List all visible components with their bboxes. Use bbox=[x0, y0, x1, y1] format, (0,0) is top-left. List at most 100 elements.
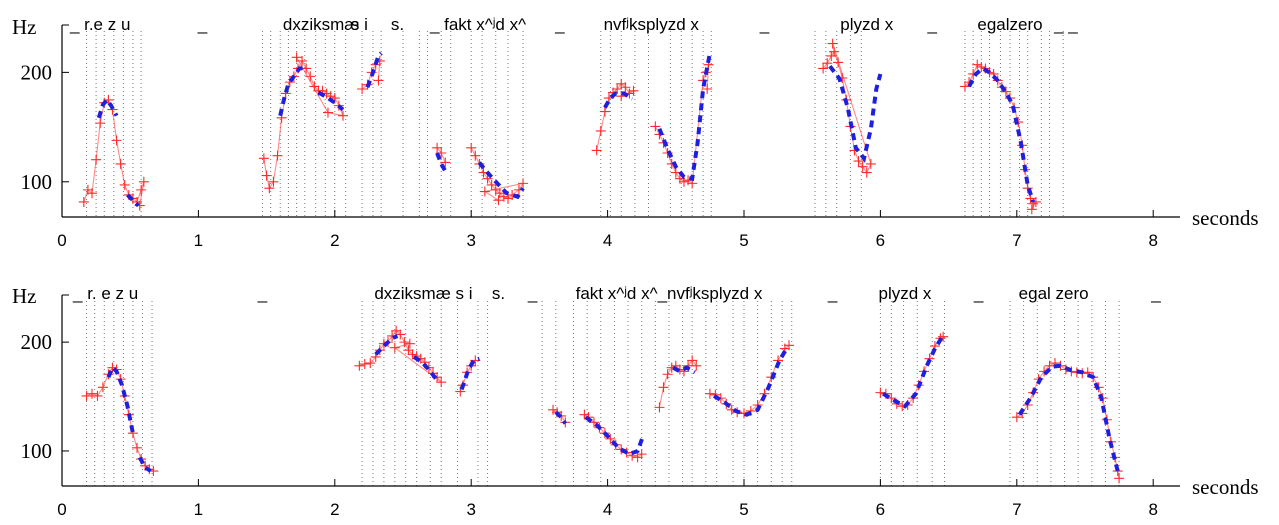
bottom-pitch-panel: Hz seconds 0 1 2 3 4 5 6 7 8 100 200 _ r. e z u _ dxz… bbox=[12, 284, 1259, 519]
observed-point-plus bbox=[938, 331, 949, 342]
observed-point-plus bbox=[436, 377, 447, 388]
model-curve-segment bbox=[828, 64, 883, 163]
observed-point-plus bbox=[605, 433, 616, 444]
observed-point-plus bbox=[829, 46, 840, 57]
phone-label: nvfʲksplyzd x bbox=[604, 15, 700, 34]
observed-point-plus bbox=[132, 442, 143, 453]
observed-point-plus bbox=[959, 81, 970, 92]
observed-point-plus bbox=[365, 358, 376, 369]
observed-point-plus bbox=[107, 362, 118, 373]
model-curve-segment bbox=[278, 65, 307, 117]
x-unit-label: seconds bbox=[1192, 475, 1259, 499]
observed-point-plus bbox=[861, 167, 872, 178]
phone-label: _ r. e z u bbox=[72, 284, 138, 303]
observed-point-plus bbox=[92, 390, 103, 401]
observed-point-plus bbox=[87, 388, 98, 399]
observed-point-plus bbox=[301, 63, 312, 74]
observed-point-plus bbox=[78, 196, 89, 207]
model-curve-segment bbox=[1017, 363, 1120, 472]
model-curve-segment bbox=[126, 193, 140, 208]
model-curve-segment bbox=[137, 456, 152, 473]
observed-point-plus bbox=[1000, 86, 1011, 97]
observed-point-plus bbox=[136, 184, 147, 195]
observed-point-plus bbox=[518, 178, 529, 189]
observed-point-plus bbox=[373, 75, 384, 86]
y-tick-label: 100 bbox=[21, 439, 53, 463]
observed-point-plus bbox=[1022, 183, 1033, 194]
observed-point-plus bbox=[297, 55, 308, 66]
observed-point-plus bbox=[658, 382, 669, 393]
y-tick-label: 200 bbox=[21, 330, 53, 354]
x-tick-label: 4 bbox=[603, 231, 612, 250]
model-curve-segment bbox=[412, 355, 441, 384]
observed-point-plus bbox=[498, 191, 509, 202]
observed-contour-line bbox=[1016, 362, 1120, 479]
model-curve-segment bbox=[477, 161, 525, 200]
observed-point-plus bbox=[111, 135, 122, 146]
observed-point-plus bbox=[337, 110, 348, 121]
observed-point-plus bbox=[702, 84, 713, 94]
observed-point-plus bbox=[389, 342, 400, 353]
model-curve-segment bbox=[967, 66, 1036, 203]
phone-label: _ _ bbox=[1053, 15, 1078, 34]
observed-point-plus bbox=[97, 382, 108, 393]
model-f0-curve bbox=[96, 51, 1036, 208]
observed-point-plus bbox=[87, 188, 98, 199]
phone-label: s. bbox=[391, 15, 404, 34]
phone-label: s i bbox=[351, 15, 368, 34]
y-unit-label: Hz bbox=[12, 284, 37, 308]
x-tick-label: 2 bbox=[330, 500, 339, 519]
observed-point-plus bbox=[291, 52, 302, 63]
observed-point-plus bbox=[359, 358, 370, 369]
observed-point-plus bbox=[853, 156, 864, 167]
x-tick-label: 6 bbox=[876, 500, 885, 519]
model-curve-segment bbox=[435, 152, 448, 173]
observed-point-plus bbox=[264, 183, 275, 194]
observed-point-plus bbox=[579, 409, 590, 420]
phone-label: plyzd x bbox=[878, 284, 931, 303]
observed-contour-line bbox=[658, 359, 697, 408]
x-tick-label: 8 bbox=[1148, 500, 1157, 519]
x-tick-label: 6 bbox=[876, 231, 885, 250]
x-tick-label: 2 bbox=[330, 231, 339, 250]
observed-contour-line bbox=[709, 344, 790, 414]
x-tick-label: 0 bbox=[57, 231, 66, 250]
model-curve-segment bbox=[317, 90, 345, 112]
observed-point-plus bbox=[357, 84, 368, 94]
model-f0-curve bbox=[106, 334, 1120, 473]
observed-point-plus bbox=[272, 150, 283, 161]
observed-point-plus bbox=[857, 161, 868, 172]
phone-label: _ bbox=[527, 284, 538, 303]
observed-f0-points bbox=[78, 38, 1041, 215]
x-tick-label: 1 bbox=[194, 500, 203, 519]
observed-point-plus bbox=[91, 154, 102, 165]
observed-point-plus bbox=[403, 345, 414, 356]
observed-point-plus bbox=[972, 59, 983, 70]
observed-point-plus bbox=[1026, 204, 1037, 215]
phone-label: _ bbox=[197, 15, 208, 34]
x-tick-label: 3 bbox=[466, 500, 475, 519]
observed-point-plus bbox=[479, 186, 490, 197]
observed-point-plus bbox=[95, 118, 106, 129]
observed-point-plus bbox=[650, 121, 661, 132]
phone-label: _ bbox=[257, 284, 268, 303]
observed-point-plus bbox=[395, 329, 406, 340]
observed-point-plus bbox=[440, 157, 451, 168]
phone-label: _ bbox=[1150, 284, 1161, 303]
x-unit-label: seconds bbox=[1192, 206, 1259, 230]
x-tick-label: 5 bbox=[739, 231, 748, 250]
model-curve-segment bbox=[96, 96, 119, 119]
observed-point-plus bbox=[687, 355, 698, 366]
phone-label: dxziksmæ s i bbox=[374, 284, 472, 303]
phone-boundaries bbox=[86, 31, 1064, 217]
model-curve-segment bbox=[882, 336, 944, 409]
phone-boundaries bbox=[86, 301, 1120, 486]
phone-label: fakt x^ʲd x^_nvfʲksplyzd x bbox=[576, 284, 763, 303]
observed-point-plus bbox=[119, 179, 130, 190]
model-curve-segment bbox=[374, 334, 399, 356]
observed-point-plus bbox=[354, 360, 365, 371]
observed-point-plus bbox=[826, 50, 837, 61]
observed-point-plus bbox=[305, 71, 316, 82]
observed-point-plus bbox=[486, 179, 497, 190]
observed-point-plus bbox=[466, 142, 477, 153]
